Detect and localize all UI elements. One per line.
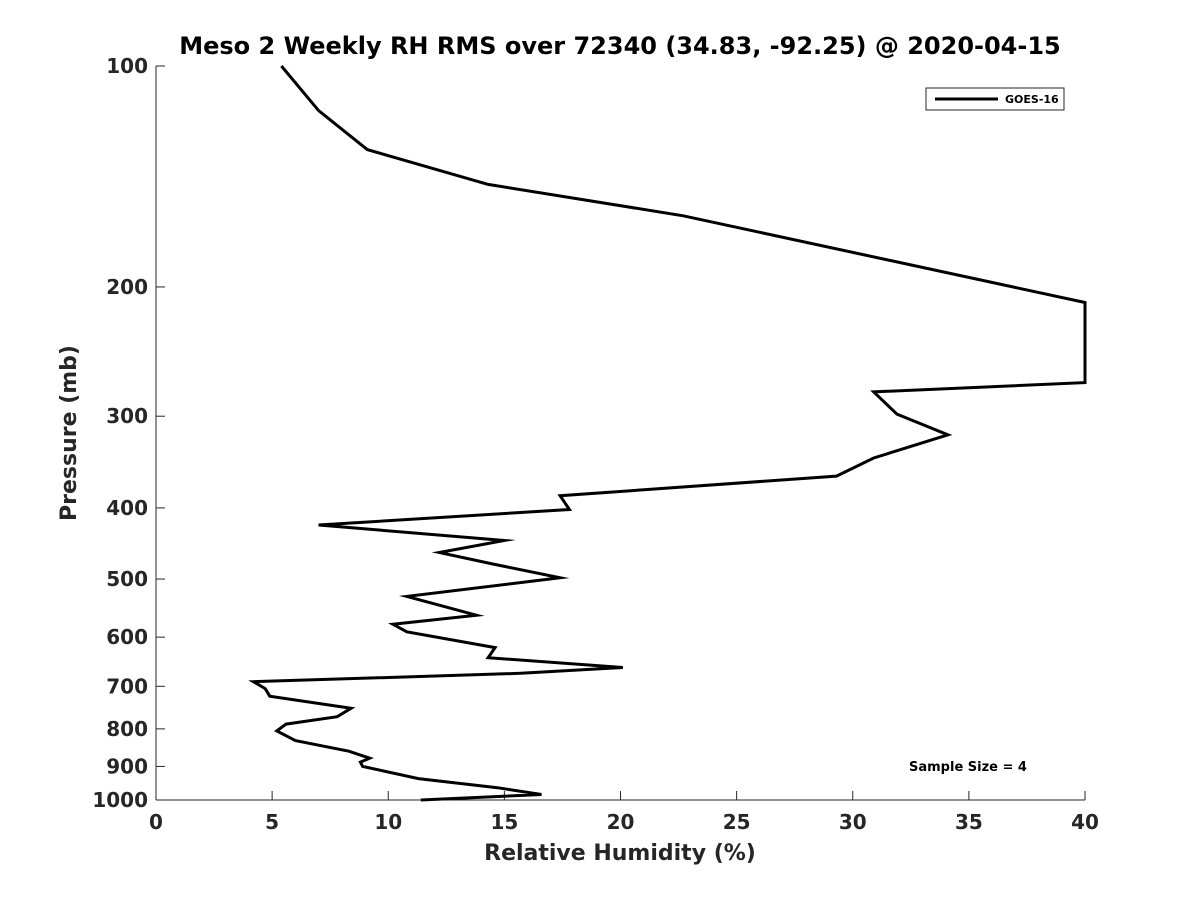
y-tick-label: 700 [106,674,148,698]
x-tick-label: 30 [839,810,867,834]
plot-axes: 0 5 10 15 20 25 30 35 40 100 200 300 400 500 600 700 800… [92,54,1099,834]
y-tick-label: 500 [106,567,148,591]
y-tick-label: 800 [106,717,148,741]
legend-label-goes-16: GOES-16 [1005,93,1059,106]
series-layer [248,65,1087,802]
y-tick-label: 200 [106,275,148,299]
y-tick-label: 400 [106,496,148,520]
legend: GOES-16 [925,87,1065,111]
y-tick-label: 600 [106,625,148,649]
x-axis-label: Relative Humidity (%) [484,841,756,866]
x-tick-label: 15 [490,810,518,834]
y-tick-label: 100 [106,54,148,78]
x-tick-label: 10 [374,810,402,834]
x-tick-label: 20 [607,810,635,834]
x-tick-label: 0 [149,810,163,834]
y-tick-label: 1000 [92,788,148,812]
y-tick-label: 300 [106,404,148,428]
x-tick-label: 25 [723,810,751,834]
x-tick-label: 40 [1071,810,1099,834]
x-tick-label: 5 [265,810,279,834]
chart-title: Meso 2 Weekly RH RMS over 72340 (34.83, … [179,32,1061,60]
sample-size-annotation: Sample Size = 4 [909,760,1027,775]
y-tick-label: 900 [106,754,148,778]
x-tick-label: 35 [955,810,983,834]
series-line-goes-16 [248,65,1087,802]
y-axis-label: Pressure (mb) [57,345,82,521]
